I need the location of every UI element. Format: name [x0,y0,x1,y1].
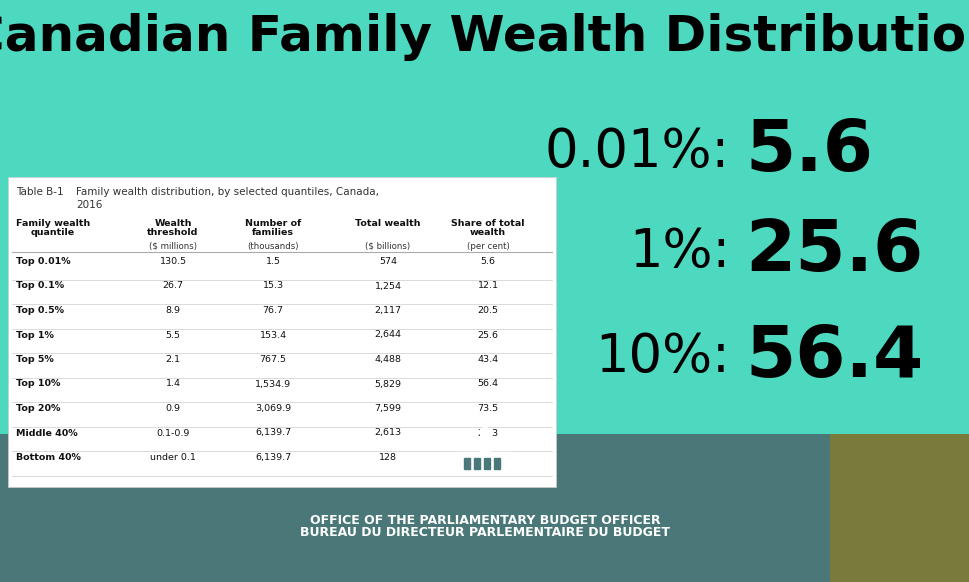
Text: 15.3: 15.3 [263,282,283,290]
Text: 1,254: 1,254 [374,282,401,290]
Text: 7,599: 7,599 [374,404,401,413]
Text: threshold: threshold [147,228,199,237]
Text: 73.5: 73.5 [477,404,498,413]
Text: 0.1-0.9: 0.1-0.9 [156,428,190,438]
Polygon shape [493,458,499,469]
Text: 4,488: 4,488 [374,355,401,364]
Text: Top 20%: Top 20% [16,404,60,413]
FancyBboxPatch shape [829,434,969,582]
Text: 2,613: 2,613 [374,428,401,438]
Text: under 0.1: under 0.1 [150,453,196,462]
Text: Total wealth: Total wealth [355,219,421,228]
Text: 56.4: 56.4 [477,379,498,389]
Text: 2016: 2016 [76,200,103,210]
Text: Top 0.01%: Top 0.01% [16,257,71,266]
Text: Bottom 40%: Bottom 40% [16,453,80,462]
Text: 2,117: 2,117 [374,306,401,315]
FancyBboxPatch shape [0,434,969,582]
Text: Table B-1: Table B-1 [16,187,64,197]
Text: Canadian Family Wealth Distribution: Canadian Family Wealth Distribution [0,13,969,61]
Text: 25.6: 25.6 [744,218,922,286]
Text: families: families [252,228,294,237]
Text: 128: 128 [379,453,396,462]
Text: 1.4: 1.4 [166,379,180,389]
Text: 153.4: 153.4 [259,331,286,339]
Text: 8.9: 8.9 [166,306,180,315]
Text: Family wealth: Family wealth [16,219,90,228]
Text: 5.6: 5.6 [744,118,872,186]
Text: 1.2: 1.2 [480,453,495,462]
Text: Family wealth distribution, by selected quantiles, Canada,: Family wealth distribution, by selected … [76,187,379,197]
Text: 26.7: 26.7 [163,282,183,290]
Text: Middle 40%: Middle 40% [16,428,78,438]
Text: 5.6: 5.6 [480,257,495,266]
FancyBboxPatch shape [8,177,555,487]
Text: wealth: wealth [469,228,506,237]
Text: 3,069.9: 3,069.9 [255,404,291,413]
Text: Number of: Number of [244,219,300,228]
Text: 6,139.7: 6,139.7 [255,428,291,438]
Text: 1,534.9: 1,534.9 [255,379,291,389]
Polygon shape [456,452,513,469]
Text: Top 0.5%: Top 0.5% [16,306,64,315]
Text: 0.9: 0.9 [166,404,180,413]
Text: 25.3: 25.3 [477,428,498,438]
Text: 56.4: 56.4 [744,322,922,392]
Text: (per cent): (per cent) [466,242,509,251]
Text: 574: 574 [379,257,396,266]
Text: Top 0.1%: Top 0.1% [16,282,64,290]
Text: 1%:: 1%: [628,226,730,278]
Text: (thousands): (thousands) [247,242,298,251]
Text: 2.1: 2.1 [166,355,180,364]
Text: Share of total: Share of total [451,219,524,228]
Text: 6,139.7: 6,139.7 [255,453,291,462]
Text: ($ millions): ($ millions) [149,242,197,251]
Text: Top 1%: Top 1% [16,331,54,339]
Text: Top 10%: Top 10% [16,379,60,389]
Text: Top 5%: Top 5% [16,355,53,364]
Text: 1.5: 1.5 [266,257,280,266]
Text: BUREAU DU DIRECTEUR PARLEMENTAIRE DU BUDGET: BUREAU DU DIRECTEUR PARLEMENTAIRE DU BUD… [299,526,670,538]
Text: 76.7: 76.7 [263,306,283,315]
Polygon shape [474,458,480,469]
Polygon shape [484,458,489,469]
Text: 767.5: 767.5 [260,355,286,364]
Text: 20.5: 20.5 [477,306,498,315]
Polygon shape [480,429,489,452]
Text: 0.01%:: 0.01%: [545,126,730,178]
Text: quantile: quantile [31,228,75,237]
Text: 2,644: 2,644 [374,331,401,339]
Text: 10%:: 10%: [595,331,730,383]
Text: 12.1: 12.1 [477,282,498,290]
Text: Wealth: Wealth [154,219,192,228]
Text: OFFICE OF THE PARLIAMENTARY BUDGET OFFICER: OFFICE OF THE PARLIAMENTARY BUDGET OFFIC… [309,513,660,527]
Polygon shape [483,417,486,429]
Text: 25.6: 25.6 [477,331,498,339]
Text: 43.4: 43.4 [477,355,498,364]
Text: 5,829: 5,829 [374,379,401,389]
Text: 5.5: 5.5 [166,331,180,339]
Text: ($ billions): ($ billions) [365,242,410,251]
Text: 130.5: 130.5 [159,257,186,266]
Polygon shape [463,458,470,469]
